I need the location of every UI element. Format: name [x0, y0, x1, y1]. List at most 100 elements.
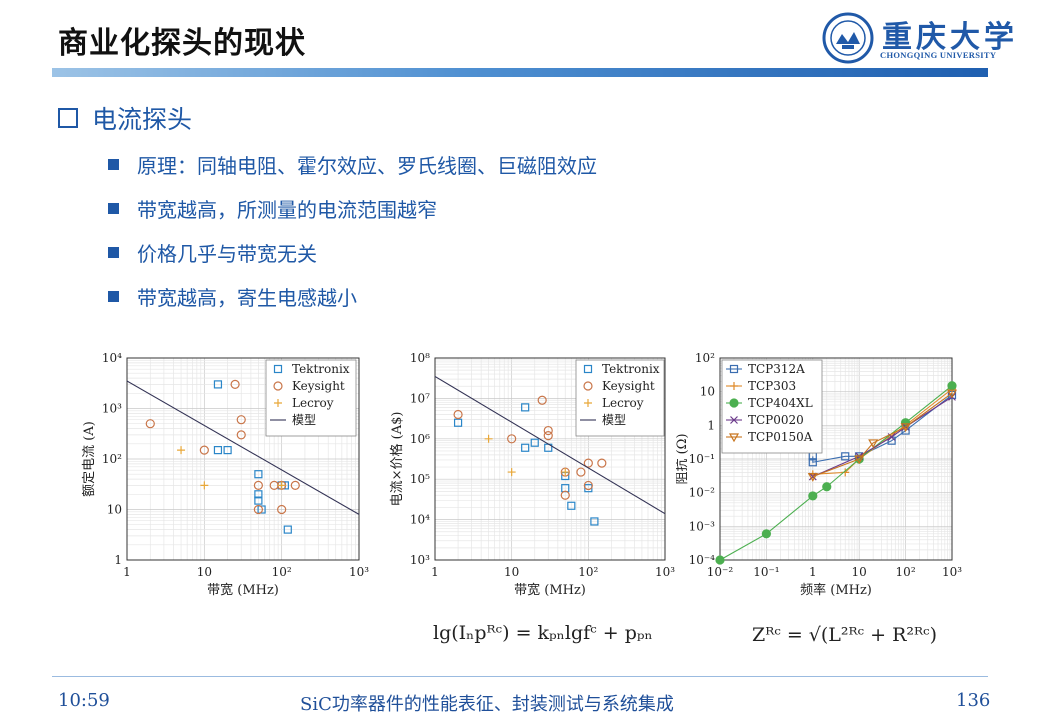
y-tick-label: 10⁵: [410, 472, 430, 486]
formula-left: lg(Iₙpᴿᶜ) = kₚₙlgfᶜ + pₚₙ: [433, 622, 653, 644]
y-tick-label: 10⁻³: [689, 519, 716, 533]
legend-marker: [273, 381, 283, 391]
current-price-vs-bandwidth-chart: 1 10 10² 10³ 10³ 10⁴ 10⁵ 10⁶ 10⁷ 10⁸ 带宽 (MHz) 电流×价格…: [389, 351, 675, 598]
data-point: [946, 389, 958, 399]
data-point: [854, 455, 865, 465]
impedance-vs-frequency-chart: 10⁻² 10⁻¹ 1 10 10² 10³ 10⁻⁴ 10⁻³ 10⁻² 10⁻¹ 1 10 10² 频…: [676, 351, 962, 598]
data-point: [253, 480, 263, 491]
y-tick-label: 1: [114, 553, 122, 567]
data-point: [254, 490, 263, 499]
series-line: [434, 375, 666, 515]
formula-right: Zᴿᶜ = √(L²ᴿᶜ + R²ᴿᶜ): [752, 624, 938, 646]
y-axis-label: 额定电流 (A): [82, 421, 97, 497]
legend-marker: [583, 364, 593, 374]
legend-label: Tektronix: [602, 362, 660, 376]
square-bullet-icon: [108, 159, 119, 170]
x-tick-label: 10³: [349, 565, 369, 579]
x-tick-label: 10: [197, 565, 212, 579]
data-point: [236, 415, 246, 425]
data-point: [453, 409, 463, 420]
data-point: [561, 468, 570, 477]
data-point: [537, 395, 547, 405]
y-tick-label: 10⁻⁴: [689, 553, 716, 567]
legend-label: Keysight: [292, 379, 345, 393]
data-point: [453, 418, 463, 427]
y-tick-label: 10⁶: [410, 432, 430, 446]
x-tick-label: 1: [809, 565, 817, 579]
data-point: [507, 468, 516, 477]
checkbox-bullet-icon: [58, 108, 78, 128]
section-heading-text: 电流探头: [92, 105, 193, 134]
legend-label: 模型: [292, 413, 316, 427]
x-tick-label: 1: [123, 565, 131, 579]
bullet-item: 价格几乎与带宽无关: [108, 238, 317, 267]
data-point: [761, 529, 772, 539]
y-tick-label: 10²: [102, 452, 122, 466]
page-number: 136: [956, 690, 991, 711]
y-axis-label: 阻抗 (Ω): [676, 433, 690, 484]
data-point: [199, 445, 209, 455]
data-point: [177, 446, 186, 455]
data-point: [213, 380, 223, 389]
y-tick-label: 10⁷: [410, 391, 430, 405]
y-tick-label: 10: [107, 503, 122, 517]
data-point: [583, 458, 593, 468]
data-point: [900, 423, 911, 433]
y-tick-label: 10⁴: [102, 351, 122, 365]
x-tick-label: 10²: [896, 565, 916, 579]
x-tick-label: 10: [852, 565, 867, 579]
legend-label: Lecroy: [292, 396, 334, 410]
data-point: [808, 458, 817, 467]
y-tick-label: 10²: [695, 351, 715, 365]
footer-time: 10:59: [58, 690, 110, 711]
logo-name: 重庆大学: [882, 20, 1018, 55]
data-point: [590, 517, 599, 526]
y-tick-label: 10⁴: [410, 513, 430, 527]
legend-marker: [730, 416, 738, 424]
bullet-item: 带宽越高，所测量的电流范围越窄: [108, 194, 437, 223]
square-bullet-icon: [108, 291, 119, 302]
footer-divider: [52, 676, 988, 677]
y-tick-label: 10³: [410, 553, 430, 567]
data-point: [868, 439, 879, 449]
data-point: [145, 419, 155, 429]
data-point: [576, 467, 586, 477]
data-point: [236, 430, 246, 440]
plot-frame: [126, 357, 360, 561]
y-tick-label: 10⁻²: [689, 486, 716, 500]
square-bullet-icon: [108, 247, 119, 258]
data-point: [507, 434, 517, 444]
data-point: [283, 525, 292, 534]
x-tick-label: 10⁻²: [707, 565, 734, 579]
logo-subtitle: CHONGQING UNIVERSITY: [880, 50, 997, 60]
legend-label: 模型: [602, 413, 626, 427]
legend-label: TCP303: [748, 379, 796, 393]
legend-marker: [583, 381, 593, 391]
series-line: [812, 392, 953, 478]
y-tick-label: 10⁻¹: [689, 452, 715, 466]
data-point: [254, 470, 263, 479]
data-point: [597, 458, 607, 468]
data-point: [254, 496, 263, 505]
y-tick-label: 1: [707, 418, 715, 432]
data-point: [521, 403, 530, 412]
university-logo: 重庆大学 CHONGQING UNIVERSITY: [822, 10, 1014, 66]
legend-label: TCP312A: [748, 362, 805, 376]
data-point: [822, 482, 832, 492]
y-tick-label: 10³: [102, 402, 122, 416]
legend-label: TCP0150A: [748, 430, 813, 444]
legend-label: TCP0020: [748, 413, 804, 427]
data-point: [715, 555, 725, 565]
bullet-item: 带宽越高，寄生电感越小: [108, 282, 357, 311]
x-tick-label: 1: [431, 565, 439, 579]
x-axis-label: 频率 (MHz): [800, 582, 872, 598]
data-point: [543, 431, 553, 441]
data-point: [277, 504, 287, 515]
data-point: [583, 480, 593, 491]
y-tick-label: 10: [700, 385, 715, 399]
legend-label: Lecroy: [602, 396, 644, 410]
data-point: [257, 505, 266, 514]
legend-marker: [729, 398, 739, 408]
title-underline-bar: [52, 68, 988, 77]
data-point: [277, 481, 286, 490]
